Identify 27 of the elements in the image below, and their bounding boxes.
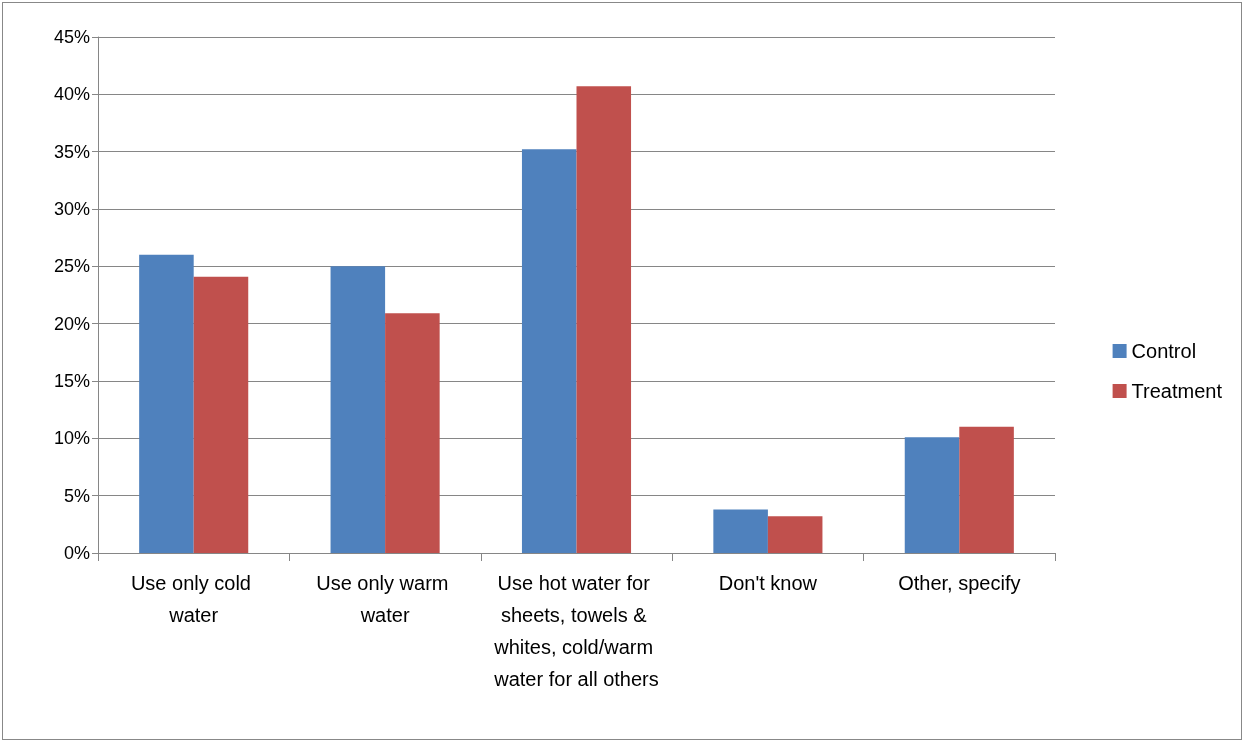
y-tick-label: 30%	[53, 199, 90, 219]
x-tick-label: Don't know	[718, 572, 818, 594]
bar	[385, 313, 440, 553]
bar	[904, 437, 960, 553]
y-tick-label: 0%	[63, 543, 90, 563]
y-tick-label: 20%	[53, 313, 90, 334]
bar	[330, 266, 386, 553]
y-tick-label: 40%	[53, 84, 90, 105]
y-tick-label: 45%	[53, 27, 90, 47]
bar	[959, 426, 1014, 553]
x-tick-label: Use only cold water	[130, 572, 257, 626]
y-tick-label: 35%	[53, 141, 90, 162]
bar	[139, 254, 194, 553]
bar	[767, 516, 823, 553]
bar	[521, 149, 577, 553]
y-tick-label: 15%	[53, 371, 90, 391]
bar	[576, 86, 632, 553]
legend-label: Control	[1131, 340, 1197, 362]
x-tick-label: Use hot water for sheets, towels & whites, cold/warm water for all others	[493, 572, 659, 690]
y-tick-label: 25%	[53, 256, 90, 277]
y-tick-label: 10%	[53, 428, 90, 449]
x-tick-label: Other, specify	[898, 572, 1021, 594]
bar	[193, 276, 249, 553]
legend-label: Treatment	[1131, 380, 1223, 402]
x-tick-label: Use only warm water	[316, 572, 455, 626]
y-tick-label: 5%	[63, 485, 90, 506]
bar	[713, 509, 768, 553]
